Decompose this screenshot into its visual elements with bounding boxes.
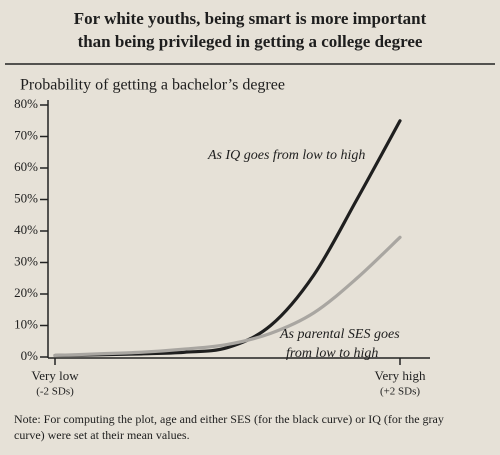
- y-tick-label: 40%: [14, 222, 38, 237]
- y-axis-label: Probability of getting a bachelor’s degr…: [20, 77, 285, 94]
- x-tick-label: Very low: [31, 368, 79, 383]
- chart-title: For white youths, being smart is more im…: [74, 9, 427, 28]
- series-label: As parental SES goes: [279, 327, 400, 342]
- series-line: [53, 235, 402, 358]
- y-tick-label: 0%: [21, 348, 39, 363]
- y-tick-label: 10%: [14, 316, 38, 331]
- y-tick-label: 70%: [14, 127, 38, 142]
- x-tick-sublabel: (+2 SDs): [380, 386, 420, 398]
- x-tick-label: Very high: [375, 368, 426, 383]
- series-label: from low to high: [286, 346, 378, 361]
- y-tick-label: 20%: [14, 285, 38, 300]
- note: curve) were set at their mean values.: [14, 428, 190, 442]
- y-tick-label: 50%: [14, 190, 38, 205]
- chart-title: than being privileged in getting a colle…: [78, 32, 423, 51]
- y-tick-label: 60%: [14, 159, 38, 174]
- x-tick-sublabel: (-2 SDs): [36, 386, 74, 398]
- y-tick-label: 80%: [14, 96, 38, 111]
- note: Note: For computing the plot, age and ei…: [14, 412, 444, 426]
- series-label: As IQ goes from low to high: [207, 148, 365, 163]
- y-tick-label: 30%: [14, 253, 38, 268]
